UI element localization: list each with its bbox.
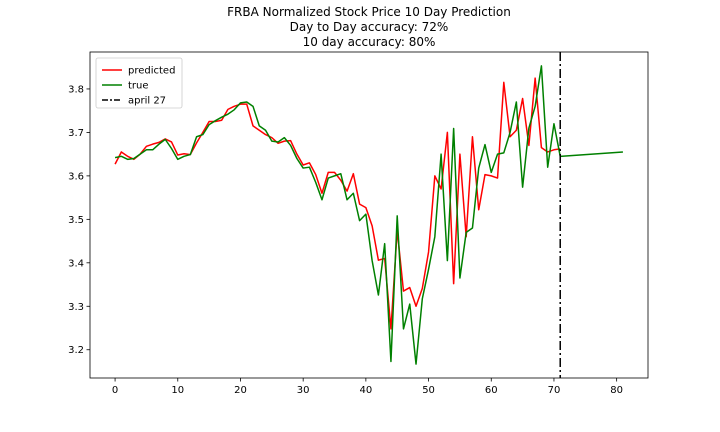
x-tick-label: 60 — [485, 385, 498, 396]
y-tick-label: 3.3 — [68, 302, 84, 313]
chart-title-line-2: Day to Day accuracy: 72% — [290, 20, 449, 34]
plot-frame — [89, 51, 649, 379]
chart-title-line-1: FRBA Normalized Stock Price 10 Day Predi… — [227, 5, 511, 19]
x-tick-label: 70 — [548, 385, 561, 396]
y-tick-label: 3.5 — [68, 215, 84, 226]
y-tick-label: 3.8 — [68, 84, 84, 95]
x-tick-label: 30 — [297, 385, 310, 396]
y-tick-label: 3.6 — [68, 171, 84, 182]
series-line-true — [114, 65, 623, 365]
legend-label: predicted — [128, 66, 175, 77]
x-tick-label: 20 — [234, 385, 247, 396]
legend-label: april 27 — [128, 96, 166, 107]
y-tick-label: 3.4 — [68, 258, 84, 269]
chart-title: FRBA Normalized Stock Price 10 Day Predi… — [227, 5, 511, 49]
series-line-predicted — [114, 77, 561, 330]
x-tick-label: 0 — [112, 385, 118, 396]
x-tick-label: 50 — [422, 385, 435, 396]
chart-title-line-3: 10 day accuracy: 80% — [303, 35, 436, 49]
x-tick-label: 80 — [610, 385, 623, 396]
x-tick-label: 10 — [171, 385, 184, 396]
x-tick-label: 40 — [359, 385, 372, 396]
y-tick-label: 3.7 — [68, 128, 84, 139]
legend-label: true — [128, 81, 149, 92]
y-tick-label: 3.2 — [68, 345, 84, 356]
plot-area: 0 10 20 30 40 50 60 70 80 3.2 3.3 3.4 3.5 3.6 3.7 3.8 pr… — [68, 51, 649, 396]
